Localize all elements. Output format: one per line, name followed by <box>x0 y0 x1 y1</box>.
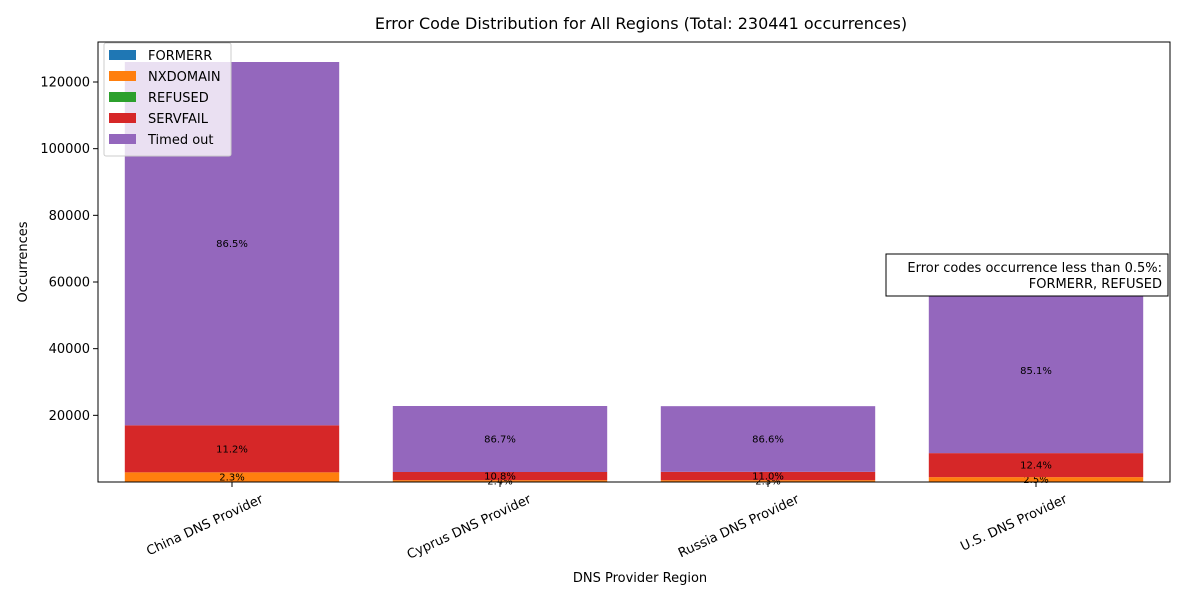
data-label-servfail-china-dns-provider: 11.2% <box>216 444 248 455</box>
y-tick-label-100000: 100000 <box>40 142 90 157</box>
data-label-timed-out-cyprus-dns-provider: 86.7% <box>484 435 516 446</box>
legend-label-servfail: SERVFAIL <box>148 112 209 127</box>
data-label-timed-out-china-dns-provider: 86.5% <box>216 239 248 250</box>
bar-servfail-u-s-dns-provider <box>928 453 1144 478</box>
y-axis: 20000 40000 60000 80000 100000 120000 <box>40 76 98 424</box>
y-tick-label-120000: 120000 <box>40 76 90 91</box>
x-tick-label-russia-dns-provider: Russia DNS Provider <box>676 492 802 561</box>
bar-timed-out-u-s-dns-provider <box>928 287 1144 454</box>
bar-servfail-russia-dns-provider <box>660 471 876 481</box>
note-box: Error codes occurrence less than 0.5%: F… <box>885 253 1169 297</box>
y-tick-label-20000: 20000 <box>49 409 90 424</box>
x-tick-label-u-s-dns-provider: U.S. DNS Provider <box>958 492 1070 555</box>
bar-nxdomain-china-dns-provider <box>124 472 340 482</box>
legend-label-timed-out: Timed out <box>147 133 214 148</box>
y-axis-label: Occurrences <box>16 221 31 302</box>
legend-swatch-refused <box>109 92 136 102</box>
data-label-servfail-cyprus-dns-provider: 10.8% <box>484 472 516 483</box>
data-label-servfail-u-s-dns-provider: 12.4% <box>1020 461 1052 472</box>
note-box-frame <box>885 253 1169 297</box>
y-tick-label-40000: 40000 <box>49 342 90 357</box>
bar-servfail-cyprus-dns-provider <box>392 472 608 481</box>
x-axis-label: DNS Provider Region <box>573 571 707 586</box>
bar-nxdomain-cyprus-dns-provider <box>392 480 608 482</box>
legend-swatch-nxdomain <box>109 71 136 81</box>
legend-label-nxdomain: NXDOMAIN <box>148 70 221 85</box>
bar-nxdomain-u-s-dns-provider <box>928 477 1144 482</box>
legend-label-refused: REFUSED <box>148 91 209 106</box>
axes-frame <box>97 41 1171 483</box>
legend-label-formerr: FORMERR <box>148 49 212 64</box>
note-line-2: FORMERR, REFUSED <box>1029 277 1162 292</box>
data-label-servfail-russia-dns-provider: 11.0% <box>752 472 784 483</box>
legend: FORMERR NXDOMAIN REFUSED SERVFAIL Timed out <box>103 42 232 157</box>
bar-servfail-china-dns-provider <box>124 425 340 473</box>
data-label-timed-out-u-s-dns-provider: 85.1% <box>1020 366 1052 377</box>
legend-swatch-servfail <box>109 113 136 123</box>
data-label-nxdomain-china-dns-provider: 2.3% <box>219 473 244 484</box>
y-tick-label-60000: 60000 <box>49 276 90 291</box>
note-line-1: Error codes occurrence less than 0.5%: <box>907 261 1162 276</box>
x-tick-label-cyprus-dns-provider: Cyprus DNS Provider <box>405 492 534 563</box>
x-axis: China DNS Provider Cyprus DNS Provider Rus… <box>144 482 1070 563</box>
legend-swatch-formerr <box>109 50 136 60</box>
x-tick-label-china-dns-provider: China DNS Provider <box>144 492 266 560</box>
bar-timed-out-russia-dns-provider <box>660 406 876 472</box>
y-tick-label-80000: 80000 <box>49 209 90 224</box>
chart-title: Error Code Distribution for All Regions … <box>375 14 907 33</box>
data-label-nxdomain-u-s-dns-provider: 2.5% <box>1023 475 1048 486</box>
data-label-timed-out-russia-dns-provider: 86.6% <box>752 435 784 446</box>
legend-swatch-timed-out <box>109 134 136 144</box>
bar-timed-out-cyprus-dns-provider <box>392 406 608 472</box>
bar-nxdomain-russia-dns-provider <box>660 480 876 482</box>
